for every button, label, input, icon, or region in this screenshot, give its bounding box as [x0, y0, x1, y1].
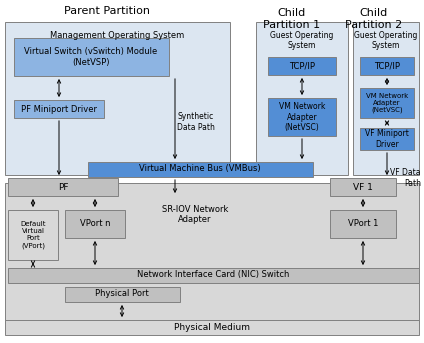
- Bar: [330, 178, 396, 196]
- Text: Default
Virtual
Port
(VPort): Default Virtual Port (VPort): [20, 221, 46, 249]
- Text: Virtual Switch (vSwitch) Module
(NetVSP): Virtual Switch (vSwitch) Module (NetVSP): [24, 47, 158, 67]
- Text: SR-IOV Network
Adapter: SR-IOV Network Adapter: [162, 205, 228, 224]
- Text: Child
Partition 2: Child Partition 2: [346, 8, 403, 29]
- Bar: [268, 98, 336, 136]
- Text: VF Data
Path: VF Data Path: [391, 168, 421, 188]
- Bar: [65, 210, 125, 238]
- Text: VF Miniport
Driver: VF Miniport Driver: [365, 129, 409, 149]
- Text: VF 1: VF 1: [353, 182, 373, 191]
- Bar: [8, 210, 58, 260]
- Text: TCP/IP: TCP/IP: [289, 61, 315, 71]
- Bar: [5, 22, 230, 175]
- Bar: [268, 57, 336, 75]
- Bar: [14, 100, 104, 118]
- Text: VM Network
Adapter
(NetVSC): VM Network Adapter (NetVSC): [366, 93, 408, 113]
- Text: Network Interface Card (NIC) Switch: Network Interface Card (NIC) Switch: [137, 271, 289, 280]
- Text: Management Operating System: Management Operating System: [50, 31, 184, 40]
- Bar: [360, 88, 414, 118]
- Bar: [5, 183, 419, 323]
- Bar: [5, 320, 419, 335]
- Bar: [330, 210, 396, 238]
- Text: Guest Operating
System: Guest Operating System: [354, 31, 418, 50]
- Text: VPort 1: VPort 1: [348, 220, 378, 228]
- Text: Child
Partition 1: Child Partition 1: [263, 8, 321, 29]
- Text: VPort n: VPort n: [80, 220, 110, 228]
- Text: Virtual Machine Bus (VMBus): Virtual Machine Bus (VMBus): [139, 165, 261, 174]
- Bar: [8, 268, 419, 283]
- Bar: [353, 22, 419, 175]
- Bar: [360, 57, 414, 75]
- Bar: [8, 178, 118, 196]
- Text: Guest Operating
System: Guest Operating System: [271, 31, 334, 50]
- Text: Synthetic
Data Path: Synthetic Data Path: [177, 112, 215, 132]
- Bar: [65, 287, 180, 302]
- Bar: [360, 128, 414, 150]
- Bar: [256, 22, 348, 175]
- Text: Parent Partition: Parent Partition: [64, 6, 150, 16]
- Text: TCP/IP: TCP/IP: [374, 61, 400, 71]
- Text: PF Miniport Driver: PF Miniport Driver: [21, 105, 97, 114]
- Text: Physical Medium: Physical Medium: [174, 322, 250, 331]
- Text: Physical Port: Physical Port: [95, 289, 149, 298]
- Bar: [88, 162, 313, 177]
- Text: PF: PF: [58, 182, 68, 191]
- Text: VM Network
Adapter
(NetVSC): VM Network Adapter (NetVSC): [279, 102, 325, 132]
- Bar: [14, 38, 169, 76]
